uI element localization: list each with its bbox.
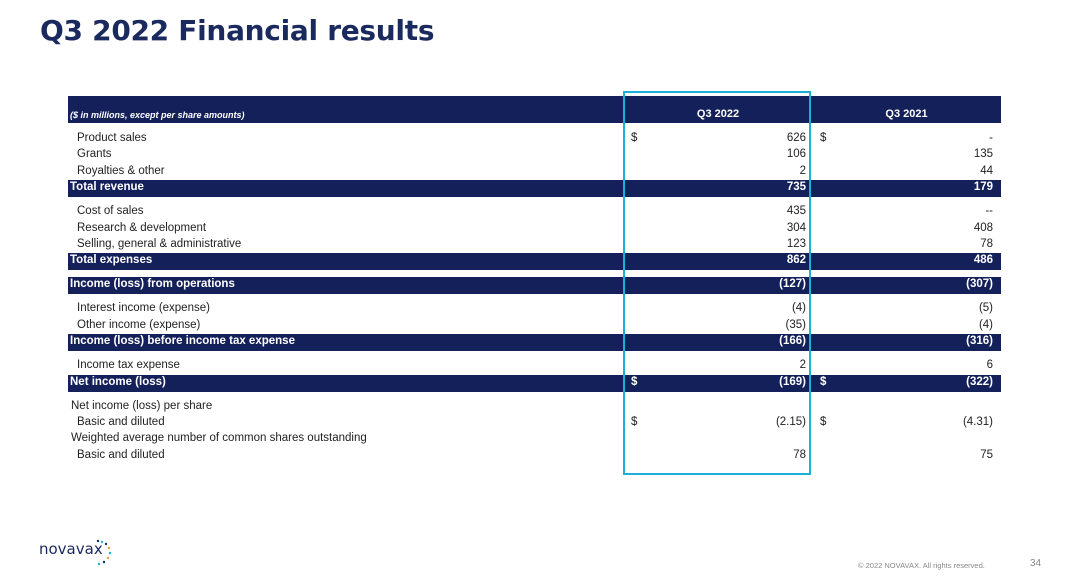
- table-row: Basic and diluted 78 75: [77, 448, 993, 461]
- page-title: Q3 2022 Financial results: [40, 14, 435, 47]
- financial-table: ($ in millions, except per share amounts…: [68, 96, 1001, 464]
- total-row: Income (loss) before income tax expense(…: [68, 334, 1001, 352]
- novavax-logo: novavax: [39, 540, 103, 558]
- highlight-box: [623, 91, 811, 475]
- copyright: © 2022 NOVAVAX. All rights reserved.: [858, 561, 985, 570]
- col-header-q3-2022: Q3 2022: [696, 108, 740, 120]
- units-label: ($ in millions, except per share amounts…: [70, 110, 245, 120]
- total-row: Total expenses 862 486: [68, 253, 1001, 271]
- table-header: ($ in millions, except per share amounts…: [68, 96, 1001, 123]
- total-row: Net income (loss) $ (169) $ (322): [68, 374, 1001, 392]
- table-row: Basic and diluted $ (2.15) $ (4.31): [77, 415, 993, 428]
- total-row: Total revenue 735 179: [68, 180, 1001, 198]
- table-row: Royalties & other 2 44: [77, 164, 993, 177]
- table-row: Selling, general & administrative 123 78: [77, 237, 993, 250]
- table-row: Income tax expense 2 6: [77, 359, 993, 372]
- table-row: Research & development 304 408: [77, 221, 993, 234]
- table-row: Other income (expense) (35) (4): [77, 318, 993, 331]
- table-row: Cost of sales 435 --: [77, 205, 993, 218]
- table-row: Weighted average number of common shares…: [71, 432, 367, 445]
- table-row: Interest income (expense) (4) (5): [77, 302, 993, 315]
- col-header-q3-2021: Q3 2021: [885, 108, 928, 120]
- table-row: Net income (loss) per share: [71, 399, 213, 412]
- total-row: Income (loss) from operations (127) (307): [68, 277, 1001, 295]
- table-row: Grants 106 135: [77, 148, 993, 161]
- logo-dots-icon: [96, 539, 112, 566]
- page-number: 34: [1030, 558, 1042, 569]
- table-row: Product sales $626 $ -: [77, 132, 993, 144]
